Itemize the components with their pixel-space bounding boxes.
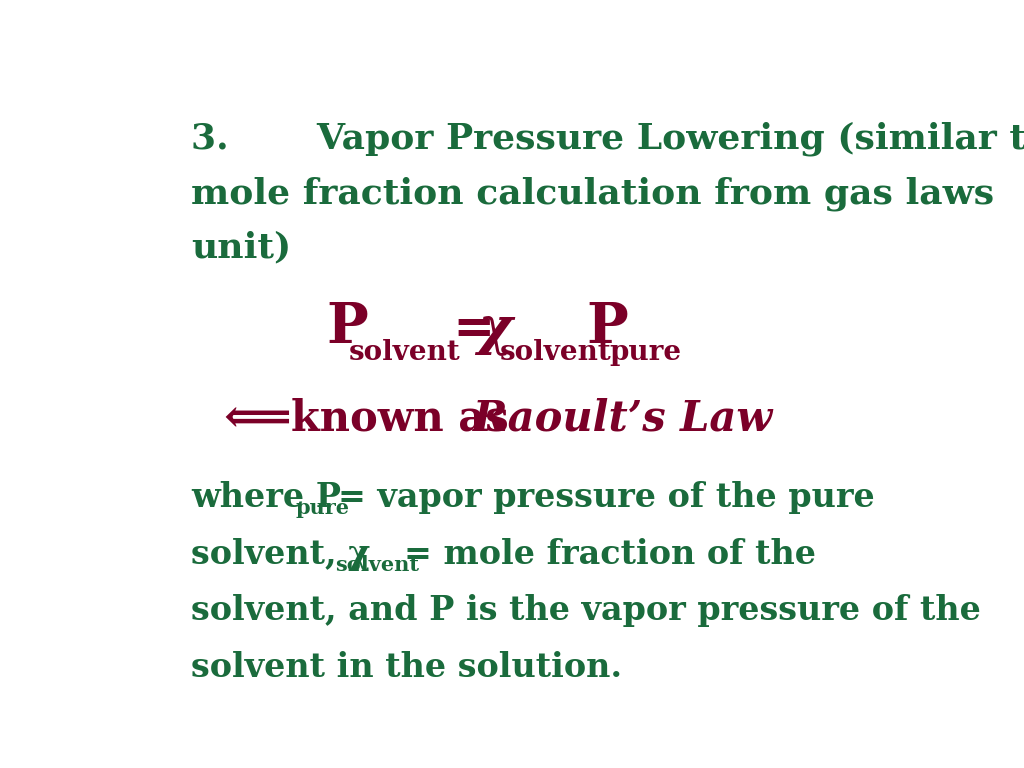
- Text: =: =: [436, 306, 512, 355]
- Text: solvent, χ: solvent, χ: [191, 538, 371, 571]
- Text: = mole fraction of the: = mole fraction of the: [404, 538, 816, 571]
- Text: solvent: solvent: [348, 339, 461, 366]
- Text: 3.       Vapor Pressure Lowering (similar to: 3. Vapor Pressure Lowering (similar to: [191, 121, 1024, 157]
- Text: Raoult’s Law: Raoult’s Law: [473, 398, 773, 439]
- Text: solvent: solvent: [500, 339, 611, 366]
- Text: pure: pure: [296, 498, 349, 518]
- Text: unit): unit): [191, 230, 292, 264]
- Text: where P: where P: [191, 481, 341, 514]
- Text: P: P: [327, 300, 369, 356]
- Text: ⟸: ⟸: [223, 396, 291, 442]
- Text: solvent: solvent: [335, 554, 419, 574]
- Text: P: P: [587, 300, 629, 356]
- Text: solvent, and P is the vapor pressure of the: solvent, and P is the vapor pressure of …: [191, 594, 981, 627]
- Text: solvent in the solution.: solvent in the solution.: [191, 651, 623, 684]
- Text: mole fraction calculation from gas laws: mole fraction calculation from gas laws: [191, 176, 994, 210]
- Text: χ: χ: [477, 304, 512, 356]
- Text: known as: known as: [291, 398, 523, 439]
- Text: pure: pure: [609, 339, 681, 366]
- Text: = vapor pressure of the pure: = vapor pressure of the pure: [338, 481, 876, 514]
